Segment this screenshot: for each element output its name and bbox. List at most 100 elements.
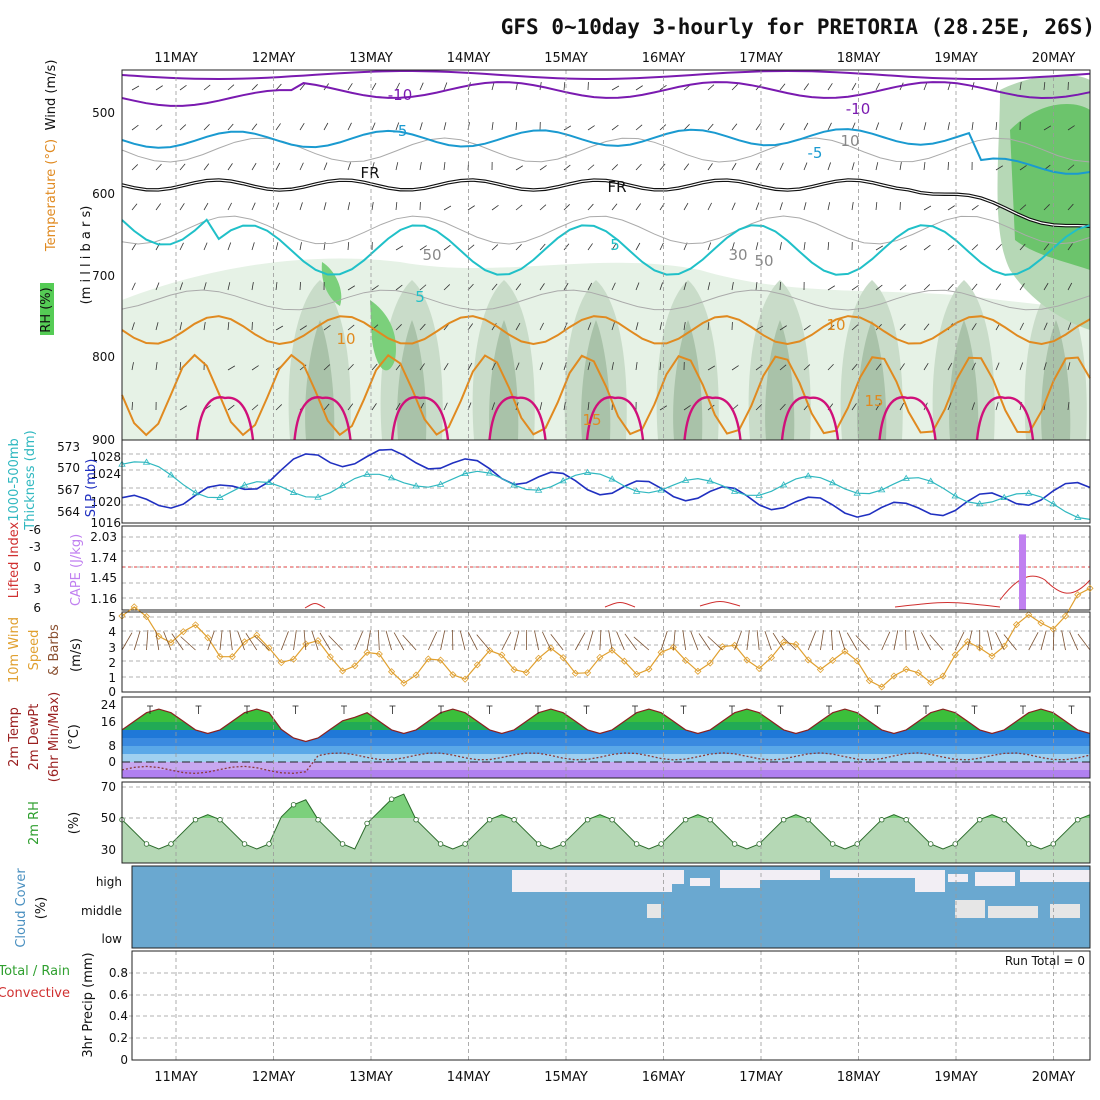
thickness-point [1000,493,1008,500]
wind-barb [683,282,687,291]
wind-barb [947,122,950,131]
wind-barb [803,202,807,211]
wind-barb-10m [550,633,564,651]
day-label: 17MAY [739,1070,783,1085]
wind-barb [227,202,232,211]
wind-barb-10m [820,630,824,651]
wind-barb [539,165,547,171]
wind-barb [707,202,712,211]
rh-point [878,817,885,823]
wind-barb [923,363,929,371]
wind-barb [371,285,379,291]
wind-barb [131,362,134,371]
wind-speed-point [412,671,420,679]
wind-tick: 0 [108,685,116,699]
wind-barb-10m [672,630,676,651]
wind-barb [491,122,494,131]
wind-barb [539,243,546,251]
wind-barb [1043,82,1046,91]
wind-barb [179,124,187,131]
wind-speed-point [743,656,751,664]
wind-barb [323,324,331,331]
wind-barb [395,324,402,331]
run-total: Run Total = 0 [1005,954,1085,968]
wind-barb [1067,322,1072,331]
wind-speed-point [449,671,457,679]
wind-speed-point [694,667,702,675]
wind-barb [563,402,566,411]
thickness-point [804,472,812,479]
wind-barb [659,242,664,251]
wind-barb-10m [929,634,944,651]
wind-barb-10m [280,631,289,651]
wind-barb-10m [328,635,343,651]
rh-shade-70 [397,320,427,440]
isotherm-15 [121,353,1091,437]
wind-barb-10m [229,630,233,651]
thickness-point [485,469,494,476]
wind-speed-point [645,665,653,673]
rh-shade-70 [673,320,703,440]
wind-speed-point [277,659,285,667]
wind-barb [731,123,738,131]
wind-barb [227,84,235,91]
wind-speed-point [682,656,690,664]
wind-barb [779,281,781,291]
wind-barb [635,85,643,91]
wind-speed-point [338,667,347,675]
temp-tick: 16 [101,715,116,729]
wind-barb [1043,204,1050,211]
wind-barb [347,403,354,411]
rh-tick: 30 [101,843,116,857]
wind-barb [971,244,979,251]
precip-tick: 0 [120,1053,128,1067]
side-label: & Barbs [47,624,62,676]
rh-point [707,817,713,823]
li-tick: 0 [33,560,41,574]
wind-tick: 3 [108,641,116,655]
wind-barb [155,362,158,371]
wind-barb-10m [402,634,417,651]
wind-barb [563,282,569,291]
wind-barb [251,123,258,131]
freezing-line-inner [121,179,1091,227]
rh-point [413,817,419,823]
wind-barb [1067,402,1070,411]
thickness-point [779,481,788,488]
wind-speed-point [584,669,592,677]
contour-label: FR [360,164,379,182]
wind-barb [251,84,258,91]
wind-speed-point [865,677,874,685]
wind-barb [1019,82,1022,91]
wind-barb [299,242,302,251]
wind-barb-10m [385,630,392,651]
wind-speed-point [792,640,800,648]
isotherm-minus5 [121,128,1091,175]
wind-barb-10m [133,630,141,651]
wind-barb [227,242,232,251]
wind-barb [251,404,259,411]
wind-speed-point [179,628,187,636]
wind-barb-10m [905,629,907,651]
wind-barb [587,203,594,211]
wind-speed-point [669,643,677,651]
wind-barb [203,84,211,91]
wind-barb-10m [807,631,817,651]
wind-speed-point [559,654,567,662]
wind-barb [995,82,999,91]
wind-barb [443,402,448,411]
wind-barb [131,164,139,171]
wind-barb-10m [1003,634,1017,651]
wind-barb-10m [393,632,405,651]
wind-speed-point [142,612,151,621]
thickness-point [436,480,445,487]
wind-barb [467,362,473,371]
wind-barb [539,402,543,411]
cloud-clear-mid [1050,904,1080,918]
wind-barb [707,84,715,91]
wind-barb-10m [366,630,371,651]
thickness-point [363,470,371,477]
wind-barb [635,124,643,131]
wind-barb [227,282,231,291]
rh-point [903,817,909,823]
